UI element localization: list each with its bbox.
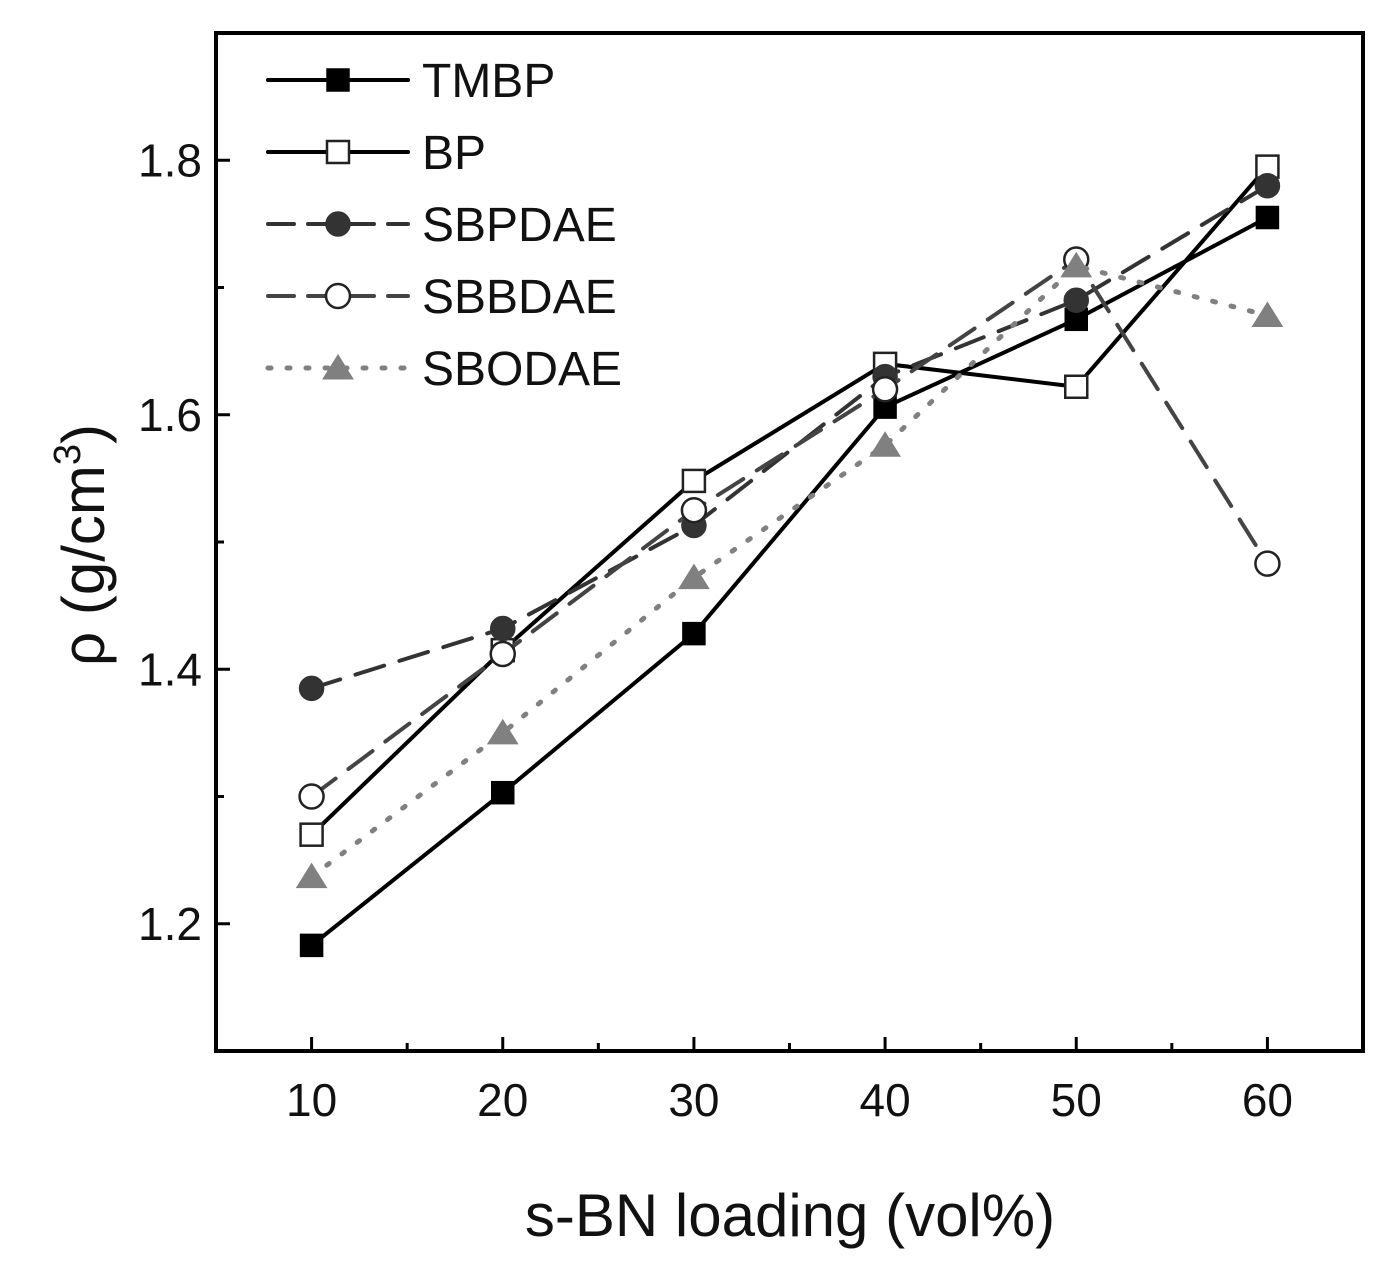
data-point-tmbp: [682, 621, 706, 646]
data-point-tmbp: [299, 933, 324, 958]
series-sbbdae: [298, 246, 1281, 810]
data-point-sbodae: [678, 563, 710, 590]
series-line-sbpdae: [309, 183, 1270, 691]
data-point-bp: [1064, 374, 1089, 400]
data-point-sbpdae: [298, 675, 325, 702]
x-axis-title: s-BN loading (vol%): [525, 1182, 1055, 1249]
legend-item-sbbdae: SBBDAE: [266, 271, 617, 324]
series-line-bp: [309, 164, 1270, 837]
legend-item-tmbp: TMBP: [266, 55, 555, 108]
series-sbpdae: [298, 172, 1281, 702]
series-sbodae: [295, 251, 1284, 889]
axes: [214, 31, 1365, 1053]
x-tick-label: 10: [286, 1074, 337, 1126]
legend-label: BP: [422, 127, 486, 180]
legend-marker: [324, 282, 352, 310]
data-point-sbbdae: [298, 783, 325, 810]
data-point-sbbdae: [871, 376, 899, 403]
legend-marker: [322, 353, 354, 380]
data-point-tmbp: [491, 780, 515, 805]
series-line-tmbp: [309, 215, 1270, 948]
legend-item-bp: BP: [266, 127, 486, 180]
ticks: 10 20 30 40 50 60 1.2 1.4 1.6 1.8: [138, 134, 1293, 1126]
y-axis-unit-exponent: 3: [47, 444, 89, 465]
data-point-sbpdae: [490, 615, 516, 642]
y-tick-label: 1.4: [138, 643, 202, 695]
data-point-sbodae: [295, 862, 328, 889]
x-tick-label: 30: [668, 1074, 719, 1126]
legend-label: SBPDAE: [422, 199, 617, 252]
series-layer: [295, 154, 1284, 958]
x-tick-label: 20: [477, 1074, 528, 1126]
data-point-sbodae: [486, 718, 519, 745]
x-tick-label: 40: [859, 1074, 910, 1126]
series-bp: [299, 154, 1280, 847]
data-point-sbbdae: [680, 496, 708, 524]
data-point-sbodae: [1060, 251, 1093, 278]
y-tick-label: 1.8: [138, 134, 202, 186]
legend-marker: [325, 211, 351, 237]
legend-label: TMBP: [422, 55, 555, 108]
y-axis-symbol: ρ: [50, 632, 117, 666]
legend-marker: [325, 139, 351, 165]
plot-frame: [214, 31, 1365, 1053]
data-point-bp: [299, 822, 324, 847]
x-tick-label: 60: [1242, 1074, 1293, 1126]
legend-item-sbodae: SBODAE: [265, 343, 622, 396]
data-point-sbbdae: [1254, 550, 1281, 577]
legend-label: SBBDAE: [422, 271, 617, 324]
y-tick-label: 1.6: [138, 389, 202, 441]
legend-item-sbpdae: SBPDAE: [266, 199, 617, 252]
legend: TMBP BP SBPDAE SBBDAE SBODAE: [265, 55, 622, 396]
data-point-sbodae: [1251, 301, 1284, 327]
x-tick-label: 50: [1051, 1074, 1102, 1126]
data-point-sbbdae: [489, 640, 516, 668]
series-line-sbbdae: [309, 256, 1270, 799]
y-axis-unit-prefix: (g/cm: [50, 465, 117, 615]
y-axis-title: ρ (g/cm3): [47, 424, 117, 666]
legend-label: SBODAE: [422, 343, 622, 396]
y-tick-label: 1.2: [138, 898, 202, 950]
data-point-sbpdae: [1063, 287, 1089, 313]
data-point-tmbp: [1255, 205, 1280, 230]
legend-marker: [326, 68, 350, 92]
data-point-sbpdae: [1254, 172, 1281, 199]
data-point-bp: [681, 468, 707, 494]
y-axis-unit-suffix: ): [50, 424, 117, 444]
data-point-sbodae: [869, 431, 901, 457]
